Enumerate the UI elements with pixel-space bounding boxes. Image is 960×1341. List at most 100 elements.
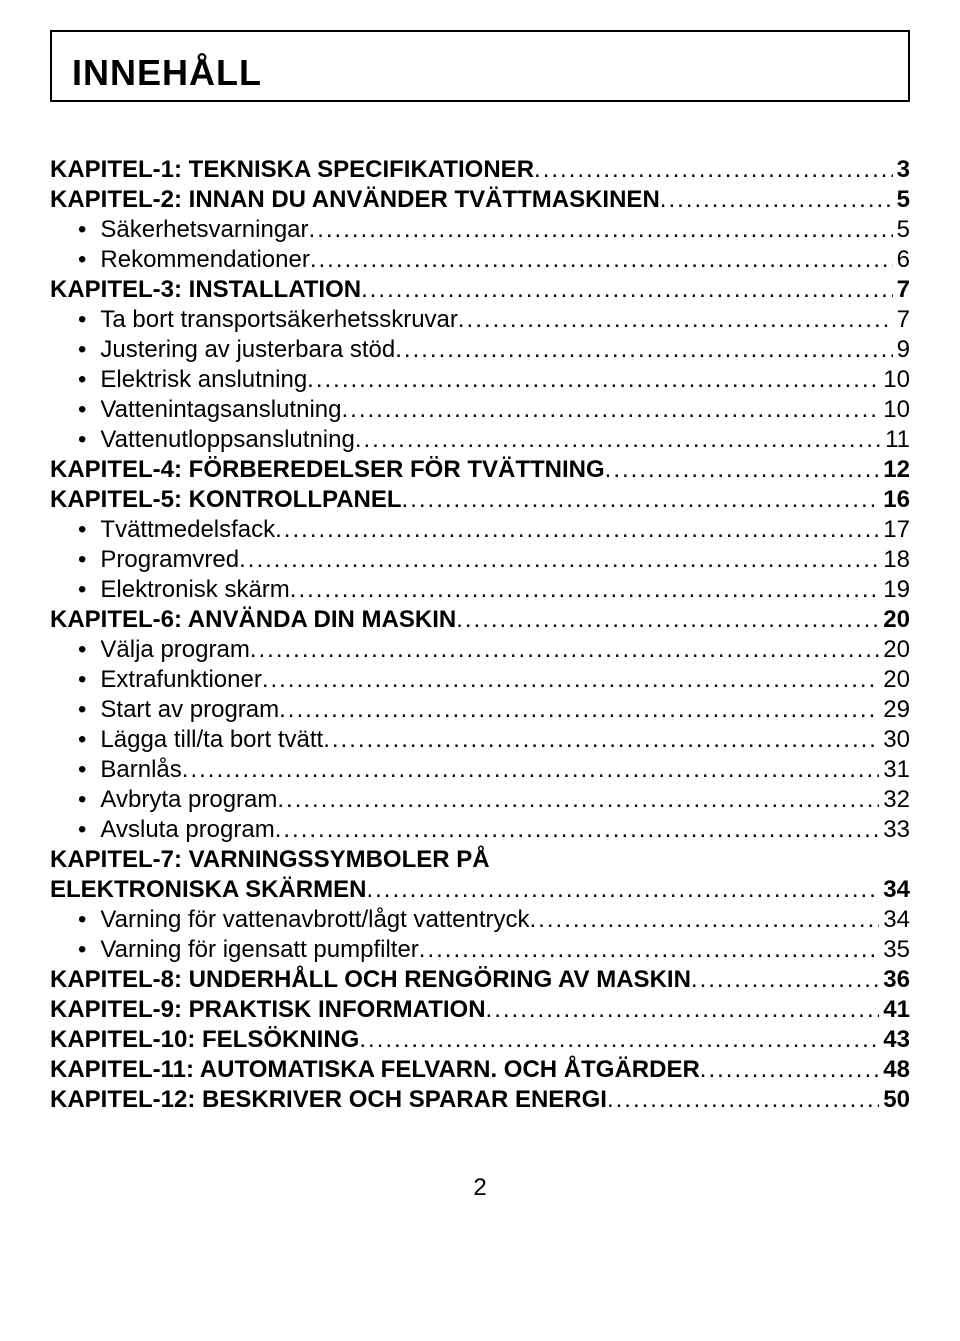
- toc-chapter-row: KAPITEL-3: INSTALLATION.................…: [50, 276, 910, 304]
- toc-leader: ........................................…: [691, 966, 879, 994]
- toc-leader: ........................................…: [530, 906, 880, 934]
- toc-bullet-row: •Extrafunktioner........................…: [50, 666, 910, 694]
- toc-leader: ........................................…: [275, 516, 879, 544]
- title-box: INNEHÅLL: [50, 30, 910, 102]
- toc-chapter-row: ELEKTRONISKA SKÄRMEN....................…: [50, 876, 910, 904]
- toc-chapter-page: 20: [879, 606, 910, 634]
- toc-bullet-page: 10: [879, 396, 910, 424]
- toc-chapter-label: KAPITEL-6: ANVÄNDA DIN MASKIN: [50, 606, 456, 634]
- toc-leader: ........................................…: [307, 366, 879, 394]
- toc-chapter-page: 41: [879, 996, 910, 1024]
- toc-bullet-label: Avsluta program: [100, 816, 274, 844]
- toc-bullet-label: Barnlås: [100, 756, 181, 784]
- toc-chapter-page: 43: [879, 1026, 910, 1054]
- toc-leader: ........................................…: [700, 1056, 880, 1084]
- toc-bullet-row: •Vattenutloppsanslutning................…: [50, 426, 910, 454]
- toc-leader: ........................................…: [290, 576, 880, 604]
- toc-bullet-row: • Varning för vattenavbrott/lågt vattentr…: [50, 906, 910, 934]
- bullet-icon: •: [78, 756, 86, 784]
- toc-leader: ........................................…: [309, 216, 893, 244]
- toc-bullet-page: 19: [879, 576, 910, 604]
- toc-chapter-page: 36: [879, 966, 910, 994]
- toc-bullet-page: 9: [893, 336, 910, 364]
- toc-chapter-page: 12: [879, 456, 910, 484]
- toc-chapter-row: KAPITEL-6: ANVÄNDA DIN MASKIN...........…: [50, 606, 910, 634]
- toc-chapter-row: KAPITEL-8: UNDERHÅLL OCH RENGÖRING AV MA…: [50, 966, 910, 994]
- toc-bullet-label: Vattenintagsanslutning: [100, 396, 341, 424]
- toc-leader: ........................................…: [359, 1026, 879, 1054]
- toc-leader: ........................................…: [323, 726, 879, 754]
- toc-leader: ........................................…: [607, 1086, 879, 1114]
- toc-bullet-page: 10: [879, 366, 910, 394]
- toc-chapter-row: KAPITEL-1: TEKNISKA SPECIFIKATIONER.....…: [50, 156, 910, 184]
- toc-leader: ........................................…: [361, 276, 893, 304]
- toc-bullet-row: •Start av program.......................…: [50, 696, 910, 724]
- toc-chapter-row: KAPITEL-7: VARNINGSSYMBOLER PÅ: [50, 846, 910, 874]
- toc-chapter-label: ELEKTRONISKA SKÄRMEN: [50, 876, 366, 904]
- toc-bullet-page: 29: [879, 696, 910, 724]
- toc-leader: ........................................…: [355, 426, 881, 454]
- toc-chapter-page: 3: [893, 156, 910, 184]
- toc-bullet-page: 11: [881, 426, 910, 454]
- bullet-icon: •: [78, 306, 86, 334]
- toc-bullet-page: 32: [879, 786, 910, 814]
- toc-leader: ........................................…: [277, 786, 879, 814]
- bullet-icon: •: [78, 336, 86, 364]
- bullet-icon: •: [78, 786, 86, 814]
- toc-chapter-label: KAPITEL-3: INSTALLATION: [50, 276, 361, 304]
- toc-bullet-row: •Avsluta program........................…: [50, 816, 910, 844]
- toc-bullet-page: 6: [893, 246, 910, 274]
- toc-chapter-page: 5: [893, 186, 910, 214]
- toc-bullet-row: •Säkerhetsvarningar.....................…: [50, 216, 910, 244]
- toc-leader: ........................................…: [486, 996, 880, 1024]
- toc-chapter-label: KAPITEL-1: TEKNISKA SPECIFIKATIONER: [50, 156, 534, 184]
- toc-chapter-row: KAPITEL-10: FELSÖKNING..................…: [50, 1026, 910, 1054]
- toc-chapter-row: KAPITEL-2: INNAN DU ANVÄNDER TVÄTTMASKIN…: [50, 186, 910, 214]
- toc-chapter-page: 50: [879, 1086, 910, 1114]
- bullet-icon: •: [78, 396, 86, 424]
- toc-chapter-label: KAPITEL-9: PRAKTISK INFORMATION: [50, 996, 486, 1024]
- toc-bullet-row: •Ta bort transportsäkerhetsskruvar......…: [50, 306, 910, 334]
- toc-bullet-label: Rekommendationer: [100, 246, 309, 274]
- toc-leader: ........................................…: [310, 246, 893, 274]
- toc-bullet-label: Elektronisk skärm: [100, 576, 289, 604]
- bullet-icon: •: [78, 906, 86, 934]
- toc-bullet-label: Varning för igensatt pumpfilter: [100, 936, 418, 964]
- toc-bullet-label: Elektrisk anslutning: [100, 366, 307, 394]
- bullet-icon: •: [78, 636, 86, 664]
- toc-bullet-row: •Varning för igensatt pumpfilter........…: [50, 936, 910, 964]
- toc-leader: ........................................…: [458, 306, 893, 334]
- bullet-icon: •: [78, 816, 86, 844]
- toc-bullet-row: •Lägga till/ta bort tvätt...............…: [50, 726, 910, 754]
- bullet-icon: •: [78, 426, 86, 454]
- toc-bullet-page: 34: [879, 906, 910, 934]
- toc-leader: ........................................…: [534, 156, 893, 184]
- bullet-icon: •: [78, 546, 86, 574]
- toc-chapter-label: KAPITEL-7: VARNINGSSYMBOLER PÅ: [50, 846, 490, 874]
- toc-chapter-page: 48: [879, 1056, 910, 1084]
- toc-bullet-row: •Avbryta program........................…: [50, 786, 910, 814]
- toc-bullet-row: •Barnlås................................…: [50, 756, 910, 784]
- toc-bullet-label: Varning för vattenavbrott/lågt vattentry…: [100, 906, 529, 934]
- toc-bullet-label: Justering av justerbara stöd: [100, 336, 395, 364]
- toc-leader: ........................................…: [279, 696, 879, 724]
- toc-chapter-page: 34: [879, 876, 910, 904]
- toc-chapter-label: KAPITEL-5: KONTROLLPANEL: [50, 486, 402, 514]
- toc-bullet-label: Extrafunktioner: [100, 666, 261, 694]
- toc-chapter-page: 7: [893, 276, 910, 304]
- toc-bullet-row: •Vattenintagsanslutning.................…: [50, 396, 910, 424]
- bullet-icon: •: [78, 936, 86, 964]
- toc-bullet-page: 30: [879, 726, 910, 754]
- toc-title: INNEHÅLL: [72, 52, 888, 94]
- toc-chapter-label: KAPITEL-2: INNAN DU ANVÄNDER TVÄTTMASKIN…: [50, 186, 660, 214]
- bullet-icon: •: [78, 366, 86, 394]
- toc-chapter-label: KAPITEL-8: UNDERHÅLL OCH RENGÖRING AV MA…: [50, 966, 691, 994]
- bullet-icon: •: [78, 576, 86, 604]
- toc-chapter-row: KAPITEL-9: PRAKTISK INFORMATION.........…: [50, 996, 910, 1024]
- toc-bullet-row: • Elektrisk anslutning...................…: [50, 366, 910, 394]
- toc-bullet-label: Programvred: [100, 546, 239, 574]
- toc-bullet-page: 35: [879, 936, 910, 964]
- toc-bullet-page: 20: [879, 636, 910, 664]
- toc-chapter-row: KAPITEL-4: FÖRBEREDELSER FÖR TVÄTTNING..…: [50, 456, 910, 484]
- toc-leader: ........................................…: [605, 456, 880, 484]
